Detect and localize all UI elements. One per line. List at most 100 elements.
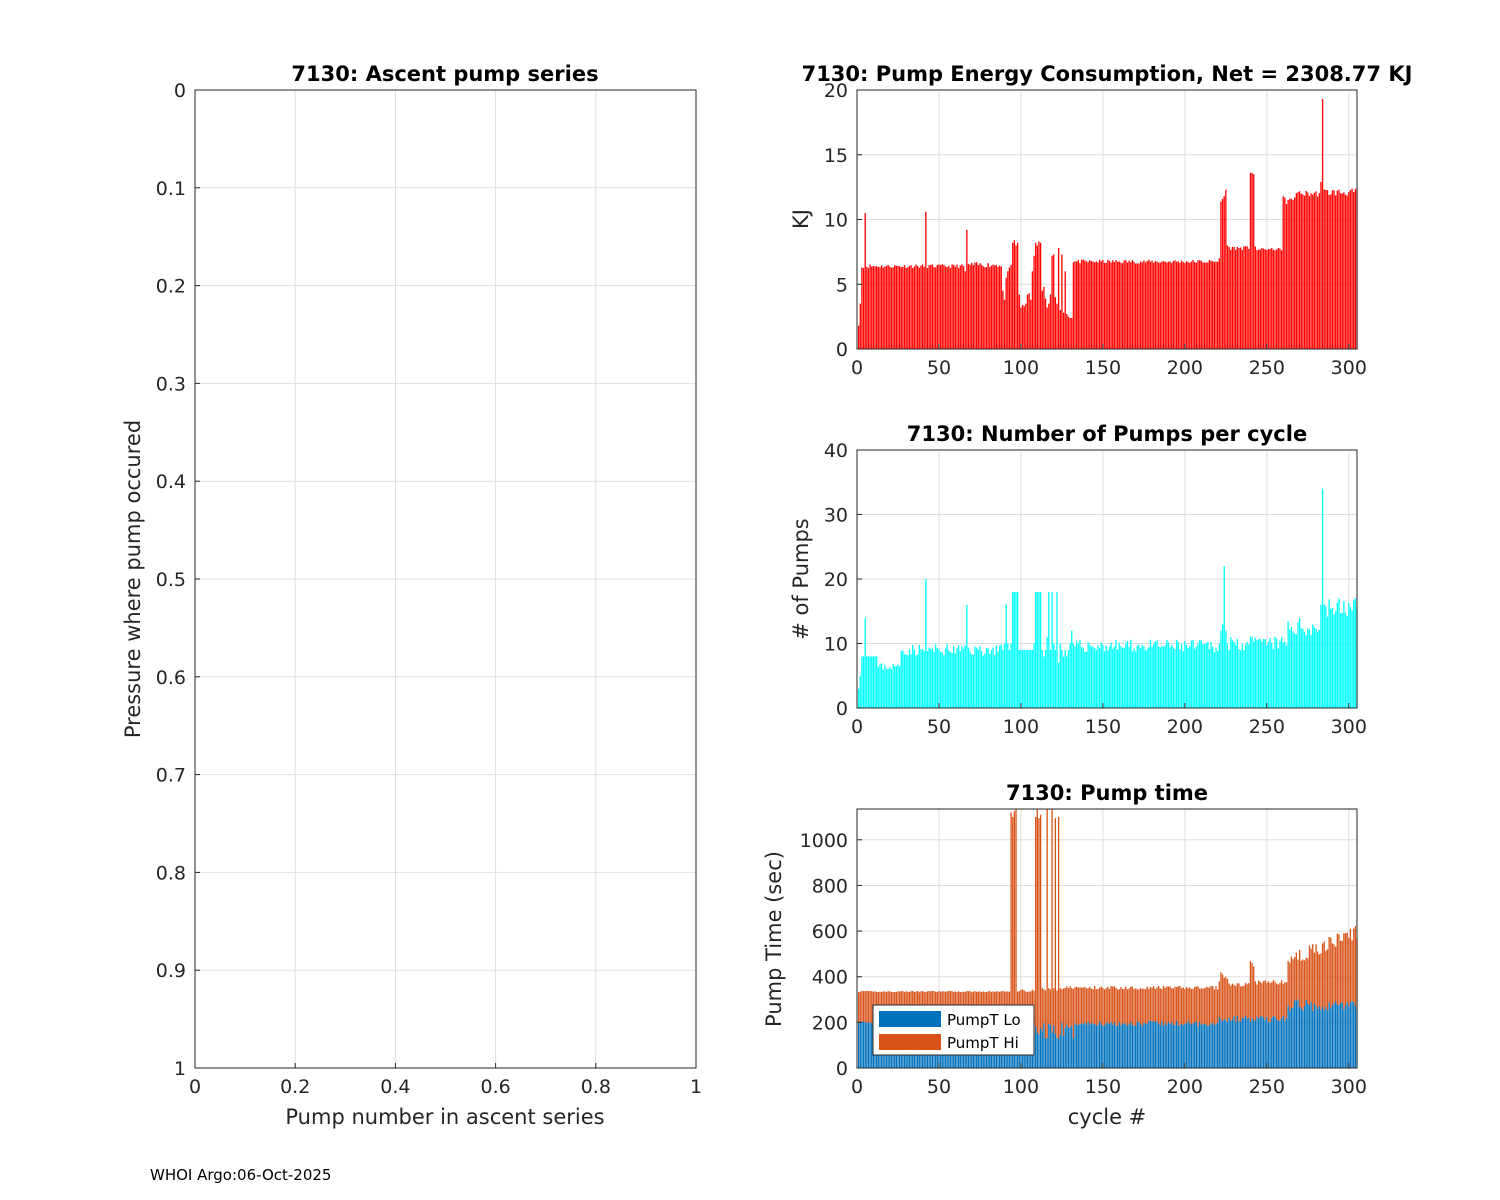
pumps-bar <box>1076 640 1078 708</box>
energy-bar <box>908 265 911 349</box>
x-tick-label: 150 <box>1085 1076 1121 1098</box>
pumptime-lo-bar <box>1079 1024 1081 1068</box>
y-tick-label: 400 <box>812 967 848 989</box>
pumptime-lo-bar <box>1130 1021 1132 1068</box>
pumps-bar <box>935 644 937 708</box>
pumptime-hi-bar <box>1149 986 1152 1021</box>
pumptime-hi-bar <box>1035 816 1037 1027</box>
pumptime-lo-bar <box>1041 1031 1043 1068</box>
energy-bar <box>894 265 896 349</box>
pumps-bar <box>1336 602 1338 708</box>
pumps-bar <box>921 649 924 708</box>
energy-bar <box>944 266 947 349</box>
pumptime-lo-bar <box>1179 1025 1181 1068</box>
pumptime-lo-bar <box>1138 1022 1140 1068</box>
energy-bar <box>1025 303 1027 349</box>
energy-bar <box>890 267 893 349</box>
pumptime-hi-bar <box>1053 988 1055 1026</box>
pumps-bar <box>1149 639 1152 708</box>
y-tick-label: 0.9 <box>156 960 186 982</box>
pumptime-lo-bar <box>1230 1020 1232 1068</box>
pumptime-hi-bar <box>1138 989 1140 1023</box>
pumps-bar <box>1303 631 1306 708</box>
pumps-bar <box>1044 649 1047 708</box>
energy-bar <box>928 265 930 349</box>
y-tick-label: 1 <box>174 1058 186 1080</box>
pumptime-title: 7130: Pump time <box>1006 781 1208 805</box>
energy-bar <box>1310 193 1312 349</box>
pumps-bar <box>912 644 914 708</box>
pumptime-hi-bar <box>1066 986 1068 1025</box>
pumps-bar <box>1184 640 1186 708</box>
energy-bar <box>1195 262 1197 349</box>
pumptime-hi-bar <box>1123 988 1125 1025</box>
energy-bar <box>866 266 868 349</box>
pumptime-hi-bar <box>1108 988 1111 1025</box>
pumps-bar <box>872 656 875 708</box>
pumps-bar <box>885 668 888 708</box>
pumptime-hi-bar <box>1097 989 1099 1025</box>
pumptime-lo-bar <box>1176 1020 1178 1068</box>
energy-bar <box>1089 260 1091 349</box>
pumps-bar <box>1146 648 1148 708</box>
pumps-bar <box>1230 637 1232 708</box>
pumptime-hi-bar <box>1256 984 1258 1017</box>
energy-bar <box>867 267 870 349</box>
pumptime-lo-bar <box>1317 1008 1319 1068</box>
pumps-bar <box>957 645 960 708</box>
y-tick-label: 0 <box>836 698 848 720</box>
pumptime-lo-bar <box>1287 1005 1289 1068</box>
energy-bar <box>1254 246 1257 349</box>
energy-bar <box>1107 259 1109 349</box>
energy-bar <box>979 263 981 349</box>
pumps-bar <box>1302 628 1304 708</box>
pumps-bar <box>894 666 896 708</box>
energy-bar <box>966 229 968 349</box>
pumps-bar <box>915 655 917 708</box>
energy-bar <box>1323 189 1325 349</box>
pumps-bar <box>1182 651 1184 708</box>
energy-bar <box>1084 260 1086 349</box>
pumptime-lo-bar <box>1046 1037 1048 1068</box>
pumps-bar <box>1049 649 1052 708</box>
energy-bar <box>948 265 950 349</box>
pumps-bar <box>874 656 876 708</box>
pumps-bar <box>1059 643 1061 708</box>
footer-stamp: WHOI Argo:06-Oct-2025 <box>150 1166 332 1184</box>
pumptime-lo-bar <box>1349 1002 1352 1068</box>
energy-bar <box>985 267 988 349</box>
energy-bar <box>857 325 860 349</box>
pumps-bar <box>1121 647 1124 708</box>
pumptime-lo-bar <box>1346 1002 1348 1068</box>
pumps-bar <box>1138 644 1140 708</box>
energy-bar <box>925 211 927 349</box>
x-tick-label: 1 <box>690 1076 702 1098</box>
pumps-bar <box>995 645 997 708</box>
pumptime-hi-bar <box>1246 984 1248 1019</box>
x-tick-label: 0 <box>851 716 863 738</box>
pumptime-lo-bar <box>1210 1023 1212 1068</box>
pumptime-hi-bar <box>1095 989 1097 1026</box>
energy-bar <box>1218 258 1220 349</box>
energy-bar <box>1330 194 1332 349</box>
pumptime-hi-bar <box>1269 983 1271 1023</box>
pumptime-lo-bar <box>1057 1038 1060 1068</box>
energy-bar <box>1095 261 1097 349</box>
pumptime-hi-bar <box>1253 966 1255 1021</box>
energy-bar <box>1200 260 1202 349</box>
pumptime-legend: PumpT Lo PumpT Hi <box>872 1004 1035 1056</box>
pumptime-hi-bar <box>1036 809 1038 1033</box>
pumps-bar <box>923 651 925 708</box>
pumptime-hi-bar <box>1251 963 1253 1019</box>
pumps-bar <box>882 669 884 708</box>
pumptime-lo-bar <box>1233 1016 1235 1068</box>
energy-bar <box>1318 193 1320 349</box>
ascent-ylabel: Pressure where pump occured <box>121 420 145 738</box>
energy-bar <box>898 266 901 349</box>
pumps-bar <box>1012 591 1014 708</box>
energy-bar <box>1353 192 1355 349</box>
pumptime-hi-bar <box>1210 985 1212 1024</box>
energy-bar <box>1094 262 1096 349</box>
energy-bar <box>1156 261 1158 349</box>
energy-bar <box>1021 304 1024 349</box>
